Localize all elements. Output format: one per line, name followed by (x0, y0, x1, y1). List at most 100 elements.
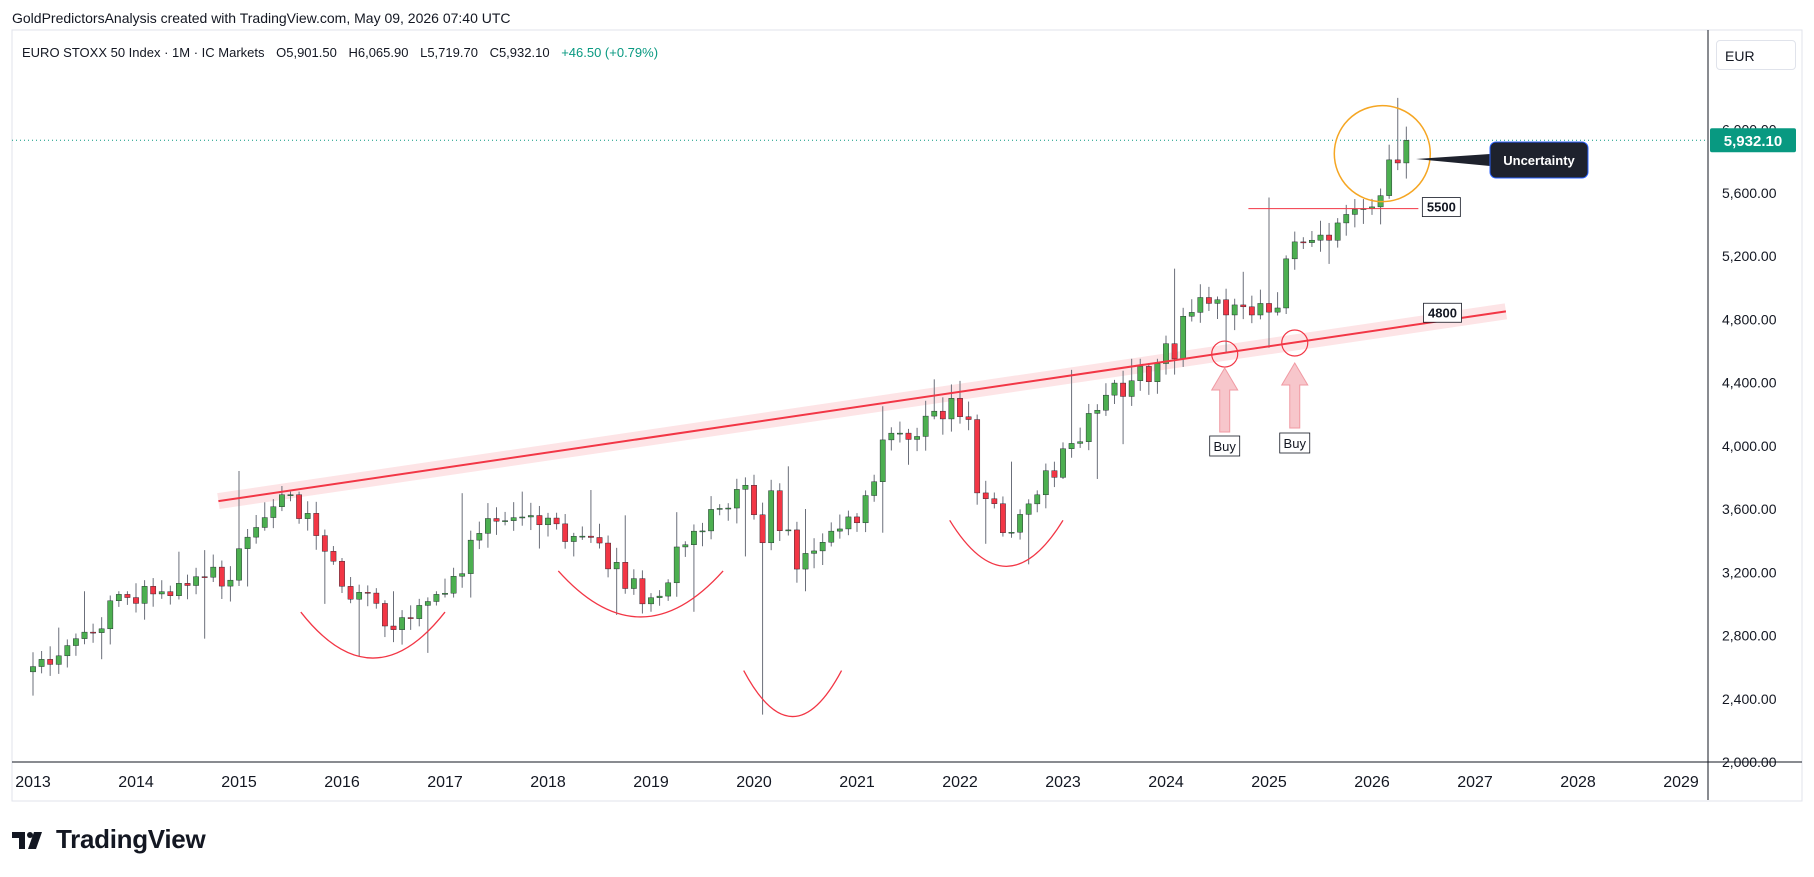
candle-down (1300, 241, 1307, 244)
candle-down (347, 586, 354, 600)
candle-down (339, 560, 345, 587)
candle-up (1197, 297, 1204, 313)
candle-up (871, 481, 878, 496)
y-tick-label: 2,400.00 (1722, 691, 1777, 707)
candle-down (1145, 366, 1152, 382)
candle-down (330, 551, 337, 562)
rounded-bottom-arc (743, 670, 843, 718)
ohlc-low: L5,719.70 (420, 45, 478, 60)
candle-up (1137, 366, 1144, 381)
y-tick-label: 4,800.00 (1722, 311, 1777, 327)
candle-up (399, 617, 405, 630)
candle-up (811, 550, 817, 554)
buy-box (1279, 432, 1311, 454)
candle-down (1000, 503, 1006, 533)
x-tick-label: 2027 (1457, 774, 1493, 791)
candle-up (64, 645, 71, 657)
candle-down (536, 515, 543, 526)
candle-down (854, 516, 860, 524)
candle-up (708, 509, 714, 532)
candle-down (759, 514, 766, 544)
candle-up (1351, 209, 1358, 215)
candle-up (1343, 214, 1350, 224)
ohlc-high: H6,065.90 (348, 45, 409, 60)
x-tick-label: 2028 (1560, 774, 1596, 791)
candle-up (545, 517, 551, 526)
candle-up (210, 566, 217, 578)
candle-down (622, 562, 629, 589)
chart-frame (11, 29, 1803, 802)
candle-up (261, 517, 268, 528)
level-label-4800: 4800 (1428, 305, 1457, 320)
candle-down (974, 419, 981, 494)
level-box-5500 (1421, 197, 1461, 217)
candle-up (433, 594, 440, 602)
candle-up (1231, 304, 1238, 316)
x-tick-label: 2024 (1148, 774, 1184, 791)
x-tick-label: 2026 (1354, 774, 1390, 791)
candle-down (184, 583, 191, 586)
candle-up (485, 518, 491, 534)
candle-up (304, 513, 311, 519)
candle-down (382, 603, 388, 627)
candle-down (1248, 306, 1255, 316)
candle-down (553, 517, 560, 525)
candle-up (1163, 343, 1169, 364)
candle-up (785, 529, 792, 532)
currency-selector[interactable]: EUR (1716, 40, 1796, 70)
candle-down (562, 523, 569, 542)
buy-arrow (1280, 362, 1309, 429)
x-tick-label: 2014 (118, 774, 154, 791)
rounded-bottom-arc (949, 520, 1064, 567)
candle-up (699, 530, 706, 533)
candle-up (1077, 441, 1084, 444)
candle-up (236, 548, 242, 581)
x-tick-label: 2025 (1251, 774, 1287, 791)
candle-down (991, 498, 998, 504)
candle-up (1291, 241, 1298, 260)
candle-up (579, 535, 586, 538)
candle-up (244, 536, 251, 549)
candle-up (158, 591, 165, 595)
x-tick-label: 2015 (221, 774, 257, 791)
candle-up (107, 600, 114, 630)
candle-down (1326, 234, 1332, 241)
candle-up (733, 489, 740, 509)
candle-up (519, 516, 526, 519)
candle-up (1180, 316, 1187, 360)
candle-down (939, 410, 946, 420)
y-tick-label: 5,200.00 (1722, 248, 1777, 264)
buy-box (1209, 435, 1241, 457)
candle-down (133, 597, 139, 604)
x-tick-label: 2022 (942, 774, 978, 791)
symbol-name[interactable]: EURO STOXX 50 Index · 1M · IC Markets (22, 45, 265, 60)
candle-up (193, 576, 199, 586)
candle-up (1042, 470, 1049, 496)
candle-up (1309, 239, 1315, 243)
candle-up (1283, 258, 1290, 309)
candle-up (55, 655, 62, 665)
candle-up (1034, 494, 1041, 505)
x-tick-label: 2017 (427, 774, 463, 791)
candle-up (73, 638, 79, 646)
candle-down (407, 617, 414, 619)
candle-down (1206, 297, 1212, 304)
candle-down (493, 518, 500, 522)
candle-up (673, 546, 680, 584)
candle-down (373, 592, 380, 604)
candle-up (879, 439, 886, 482)
candle-up (914, 436, 920, 440)
candle-down (588, 535, 594, 538)
candle-down (639, 578, 646, 605)
candle-up (862, 495, 869, 524)
candle-up (141, 586, 148, 604)
candle-up (1111, 382, 1118, 396)
x-tick-label: 2019 (633, 774, 669, 791)
candle-down (605, 542, 611, 570)
candle-up (1403, 140, 1410, 164)
candle-up (1386, 159, 1393, 196)
rounded-bottom-arc (300, 611, 446, 659)
candle-down (905, 432, 912, 440)
candle-up (476, 533, 483, 541)
